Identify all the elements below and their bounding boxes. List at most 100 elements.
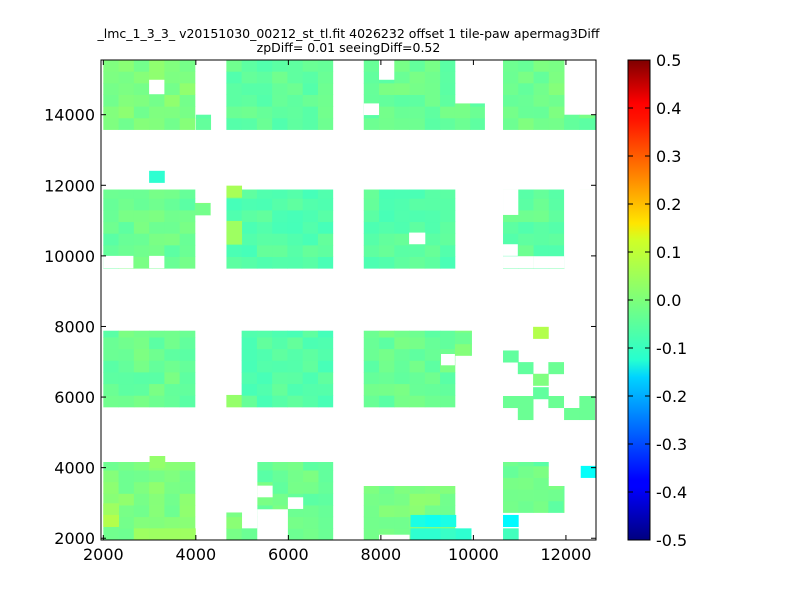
heatmap-cell (133, 528, 150, 540)
x-tick-label: 12000 (540, 545, 591, 564)
heatmap-cell (440, 337, 456, 350)
heatmap-cell (394, 256, 410, 269)
heatmap-cell (257, 462, 274, 471)
heatmap-cell (379, 94, 395, 107)
heatmap-cell (454, 330, 471, 333)
heatmap-cell (133, 505, 150, 518)
heatmap-cell (379, 221, 395, 234)
heatmap-cell (379, 337, 395, 350)
heatmap-cell (302, 60, 319, 72)
heatmap-cell (317, 383, 334, 396)
heatmap-cell (133, 462, 150, 471)
heatmap-cell (548, 71, 565, 84)
heatmap-cell (118, 117, 135, 130)
heatmap-cell (241, 528, 258, 540)
y-tick-label: 14000 (44, 106, 95, 125)
heatmap-cell (503, 514, 519, 527)
heatmap-cell (302, 82, 319, 95)
heatmap-cell (424, 372, 441, 385)
y-tick-label: 12000 (44, 176, 95, 195)
heatmap-cell (317, 94, 334, 107)
empty-cell (379, 60, 395, 80)
heatmap-cell (149, 360, 165, 373)
y-tick-label: 8000 (54, 317, 95, 336)
heatmap-cell (256, 106, 273, 119)
heatmap-cell (440, 395, 456, 408)
heatmap-cell (394, 360, 410, 373)
empty-cell (363, 103, 380, 116)
heatmap-cell (548, 106, 565, 119)
heatmap-cell (179, 189, 196, 199)
chart-title-line-1: _lmc_1_3_3_ v20151030_00212_st_tl.fit 40… (97, 26, 600, 41)
heatmap-cell (133, 383, 150, 396)
colorbar-tick-label: 0.2 (656, 195, 681, 214)
heatmap-cell (287, 395, 304, 408)
heatmap-cell (440, 383, 456, 396)
heatmap-cell (409, 493, 426, 506)
heatmap-cell (379, 106, 395, 119)
heatmap-cell (317, 198, 334, 211)
heatmap-cell (454, 332, 471, 345)
heatmap-cell (103, 94, 119, 107)
heatmap-cell (241, 383, 258, 396)
heatmap-cell (379, 360, 395, 373)
heatmap-cell (317, 71, 334, 84)
heatmap-cell (149, 383, 165, 396)
heatmap-cell (133, 470, 150, 483)
heatmap-cell (179, 395, 196, 408)
heatmap-cell (302, 233, 319, 246)
heatmap-cell (470, 332, 472, 345)
heatmap-cell (363, 493, 380, 506)
heatmap-cell (302, 117, 319, 130)
heatmap-cell (503, 462, 519, 467)
plot-frame (100, 59, 597, 541)
heatmap-cell (256, 117, 273, 130)
heatmap-cell (363, 221, 380, 234)
heatmap-cell (363, 395, 380, 408)
heatmap-cell (179, 233, 196, 246)
heatmap-cell (318, 505, 334, 518)
heatmap-cell (363, 256, 380, 269)
heatmap-cell (394, 330, 410, 338)
heatmap-cell (563, 500, 565, 513)
heatmap-cell (548, 221, 565, 234)
heatmap-cell (424, 330, 441, 338)
heatmap-cell (179, 372, 196, 385)
heatmap-cell (226, 60, 243, 72)
heatmap-cell (409, 210, 426, 223)
heatmap-cell (118, 71, 135, 84)
heatmap-cell (440, 233, 456, 246)
heatmap-cell (409, 94, 426, 107)
heatmap-cell (179, 383, 196, 396)
heatmap-cell (594, 114, 596, 119)
heatmap-cell (179, 244, 196, 257)
heatmap-cell (118, 516, 135, 529)
heatmap-cell (133, 82, 150, 95)
heatmap-cell (103, 189, 119, 199)
y-axis: 2000 4000 6000 8000 10000 12000 14000 (44, 106, 596, 548)
y-tick-label: 4000 (54, 459, 95, 478)
heatmap-cell (226, 516, 243, 529)
empty-cell (103, 255, 134, 269)
heatmap-cell (533, 465, 549, 478)
heatmap-cell (518, 71, 534, 84)
colorbar-tick-label: -0.2 (656, 387, 687, 406)
heatmap-cell (394, 395, 410, 408)
heatmap-cell (409, 360, 426, 373)
heatmap-cell (272, 383, 288, 396)
heatmap-cell (179, 94, 196, 107)
heatmap-cell (272, 462, 289, 471)
heatmap-cell (379, 256, 395, 269)
heatmap-cell (272, 198, 288, 211)
heatmap-cell (303, 493, 319, 506)
heatmap-cell (317, 82, 334, 95)
heatmap-cell (226, 256, 243, 269)
heatmap-cell (149, 348, 165, 361)
heatmap-cell (424, 493, 441, 506)
heatmap-cell (548, 189, 565, 199)
heatmap-cell (548, 489, 565, 502)
heatmap-cell (164, 505, 181, 518)
heatmap-cell (363, 516, 380, 529)
plot-area: 2000 4000 6000 8000 10000 12000 2000 4000 6000 8… (44, 59, 597, 564)
